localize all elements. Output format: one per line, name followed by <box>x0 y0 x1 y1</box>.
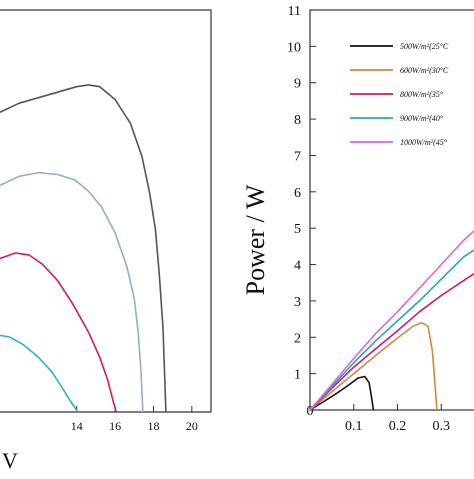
right-chart: 1 2 3 4 5 6 7 8 9 10 11 0 0.1 0.2 0.3 Power / W 500W/… <box>241 4 474 434</box>
right-y-tick-label: 3 <box>294 295 301 310</box>
left-series-line-4 <box>0 334 79 413</box>
right-y-tick-label: 8 <box>294 113 301 128</box>
right-y-tick-label: 7 <box>294 149 301 164</box>
legend-label: 500W/m²(25°C <box>400 42 449 51</box>
right-y-tick-label: 9 <box>294 77 301 92</box>
right-y-tick-label: 6 <box>294 186 301 201</box>
right-y-ticks: 1 2 3 4 5 6 7 8 9 10 11 <box>287 4 316 383</box>
right-y-tick-label: 2 <box>294 331 301 346</box>
left-x-ticks: 14 16 18 20 <box>71 406 198 433</box>
right-origin-label: 0 <box>307 404 314 419</box>
right-x-tick-label: 0.1 <box>345 419 363 434</box>
left-series-line-3 <box>0 252 117 413</box>
left-x-tick-label: 14 <box>71 419 83 433</box>
legend-label: 800W/m²(35° <box>400 90 444 99</box>
right-series-line-4 <box>309 249 474 411</box>
right-x-tick-label: 0.3 <box>433 419 451 434</box>
left-chart: 14 16 18 20 V <box>0 9 212 473</box>
left-series-line-1 <box>0 84 167 413</box>
right-series-line-3 <box>309 272 474 411</box>
right-x-ticks: 0 0.1 0.2 0.3 <box>307 404 451 434</box>
legend-label: 1000W/m²(45° <box>400 138 448 147</box>
right-legend: 500W/m²(25°C 600W/m²(30°C 800W/m²(35° 900W/… <box>350 42 449 147</box>
legend-label: 600W/m²(30°C <box>400 66 449 75</box>
right-y-tick-label: 4 <box>294 259 301 274</box>
left-series-line-2 <box>0 171 144 413</box>
right-y-axis-label: Power / W <box>241 184 270 295</box>
right-series-line-1 <box>309 375 375 411</box>
left-x-tick-label: 20 <box>186 419 198 433</box>
right-series-line-5 <box>309 229 474 411</box>
right-x-tick-label: 0.2 <box>389 419 407 434</box>
left-x-tick-label: 18 <box>147 419 159 433</box>
right-y-tick-label: 1 <box>294 368 301 383</box>
left-series-lines <box>0 84 167 413</box>
left-x-tick-label: 16 <box>109 419 121 433</box>
left-plot-frame <box>0 9 212 413</box>
right-y-tick-label: 5 <box>294 222 301 237</box>
right-series-lines <box>309 229 474 411</box>
right-y-tick-label: 11 <box>288 4 301 19</box>
right-series-line-2 <box>309 321 438 411</box>
legend-label: 900W/m²(40° <box>400 114 444 123</box>
left-x-axis-label: V <box>2 448 18 473</box>
right-y-tick-label: 10 <box>287 40 301 55</box>
